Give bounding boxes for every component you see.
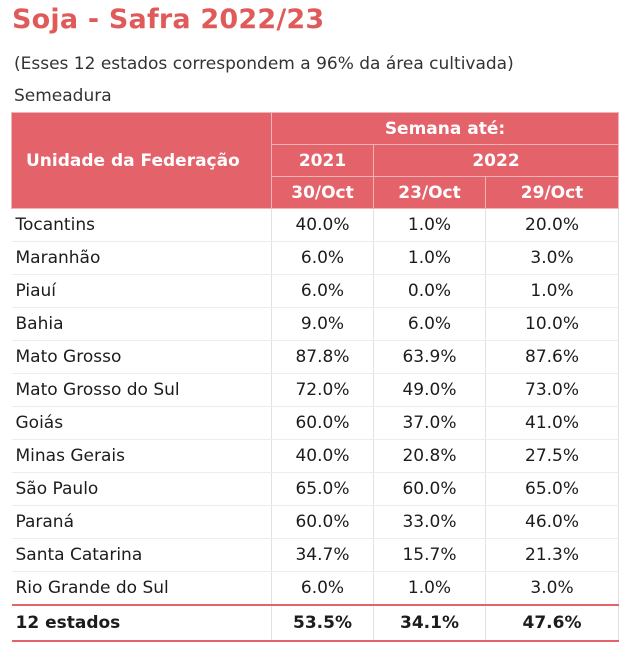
value-cell: 60.0%: [373, 472, 486, 506]
table-row: Maranhão 6.0% 1.0% 3.0%: [11, 241, 620, 275]
date-header: 30/Oct: [271, 176, 374, 209]
state-name-cell: São Paulo: [11, 472, 272, 506]
table-row: Mato Grosso do Sul 72.0% 49.0% 73.0%: [11, 373, 620, 407]
value-cell: 9.0%: [271, 307, 374, 341]
planting-progress-table: Unidade da Federação Semana até: 2021 20…: [11, 112, 620, 642]
value-cell: 72.0%: [271, 373, 374, 407]
unit-header: Unidade da Federação: [11, 112, 272, 209]
value-cell: 46.0%: [484, 505, 620, 539]
value-cell: 6.0%: [271, 274, 374, 308]
year-header-2022: 2022: [372, 144, 620, 177]
value-cell: 10.0%: [484, 307, 620, 341]
table-row: Minas Gerais 40.0% 20.8% 27.5%: [11, 439, 620, 473]
value-cell: 60.0%: [271, 505, 374, 539]
value-cell: 1.0%: [373, 241, 486, 275]
table-row: São Paulo 65.0% 60.0% 65.0%: [11, 472, 620, 506]
table-row: Piauí 6.0% 0.0% 1.0%: [11, 274, 620, 308]
value-cell: 34.1%: [373, 604, 486, 642]
value-cell: 6.0%: [271, 571, 374, 606]
value-cell: 87.6%: [484, 340, 620, 374]
date-header: 29/Oct: [484, 176, 620, 209]
value-cell: 40.0%: [271, 208, 374, 242]
value-cell: 41.0%: [484, 406, 620, 440]
state-name-cell: 12 estados: [11, 604, 272, 642]
value-cell: 3.0%: [484, 571, 620, 606]
value-cell: 1.0%: [484, 274, 620, 308]
value-cell: 49.0%: [373, 373, 486, 407]
value-cell: 6.0%: [373, 307, 486, 341]
state-name-cell: Tocantins: [11, 208, 272, 242]
value-cell: 20.8%: [373, 439, 486, 473]
state-name-cell: Bahia: [11, 307, 272, 341]
value-cell: 0.0%: [373, 274, 486, 308]
value-cell: 1.0%: [373, 208, 486, 242]
value-cell: 21.3%: [484, 538, 620, 572]
value-cell: 40.0%: [271, 439, 374, 473]
year-header-2021: 2021: [271, 144, 374, 177]
value-cell: 20.0%: [484, 208, 620, 242]
state-name-cell: Santa Catarina: [11, 538, 272, 572]
value-cell: 73.0%: [484, 373, 620, 407]
value-cell: 37.0%: [373, 406, 486, 440]
value-cell: 47.6%: [484, 604, 620, 642]
value-cell: 60.0%: [271, 406, 374, 440]
state-name-cell: Goiás: [11, 406, 272, 440]
state-name-cell: Mato Grosso do Sul: [11, 373, 272, 407]
value-cell: 63.9%: [373, 340, 486, 374]
value-cell: 34.7%: [271, 538, 374, 572]
subtitle: (Esses 12 estados correspondem a 96% da …: [14, 54, 514, 74]
table-row: Bahia 9.0% 6.0% 10.0%: [11, 307, 620, 341]
date-header: 23/Oct: [373, 176, 486, 209]
value-cell: 27.5%: [484, 439, 620, 473]
page-title: Soja - Safra 2022/23: [12, 4, 325, 35]
table-row: Paraná 60.0% 33.0% 46.0%: [11, 505, 620, 539]
state-name-cell: Rio Grande do Sul: [11, 571, 272, 606]
table-row: Santa Catarina 34.7% 15.7% 21.3%: [11, 538, 620, 572]
section-label: Semeadura: [14, 86, 112, 106]
value-cell: 65.0%: [271, 472, 374, 506]
state-name-cell: Minas Gerais: [11, 439, 272, 473]
table-row: Rio Grande do Sul 6.0% 1.0% 3.0%: [11, 571, 620, 606]
state-name-cell: Maranhão: [11, 241, 272, 275]
value-cell: 53.5%: [271, 604, 374, 642]
table-row: Goiás 60.0% 37.0% 41.0%: [11, 406, 620, 440]
state-name-cell: Paraná: [11, 505, 272, 539]
table-row: Mato Grosso 87.8% 63.9% 87.6%: [11, 340, 620, 374]
value-cell: 15.7%: [373, 538, 486, 572]
table-row: Tocantins 40.0% 1.0% 20.0%: [11, 208, 620, 242]
total-row: 12 estados 53.5% 34.1% 47.6%: [11, 604, 620, 642]
value-cell: 65.0%: [484, 472, 620, 506]
table-body: Tocantins 40.0% 1.0% 20.0% Maranhão 6.0% 1.0% 3…: [11, 208, 620, 642]
value-cell: 33.0%: [373, 505, 486, 539]
week-header: Semana até:: [270, 112, 620, 145]
value-cell: 87.8%: [271, 340, 374, 374]
state-name-cell: Piauí: [11, 274, 272, 308]
state-name-cell: Mato Grosso: [11, 340, 272, 374]
value-cell: 1.0%: [373, 571, 486, 606]
value-cell: 3.0%: [484, 241, 620, 275]
value-cell: 6.0%: [271, 241, 374, 275]
